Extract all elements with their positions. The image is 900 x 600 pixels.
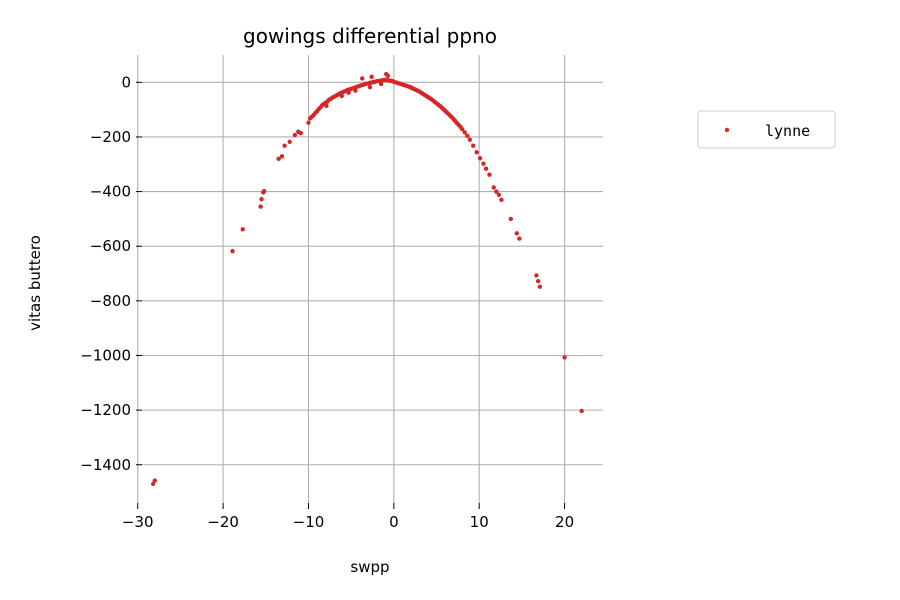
x-tick-label: 0 [389, 513, 399, 531]
y-tick-label: −1400 [80, 456, 131, 474]
data-point [459, 126, 465, 132]
scatter-points [150, 71, 584, 487]
data-point [477, 156, 483, 161]
legend-marker [724, 127, 730, 133]
legend: lynne [697, 110, 836, 149]
y-tick-label: 0 [121, 73, 131, 91]
y-tick-label: −400 [90, 183, 131, 201]
data-point [494, 189, 499, 194]
legend-box [697, 110, 836, 149]
data-point [499, 197, 504, 202]
y-tick-label: −1200 [80, 401, 131, 419]
x-axis-ticks: −30 −20 −10 0 10 20 [122, 503, 574, 531]
data-point [369, 74, 374, 80]
data-point [487, 172, 492, 177]
data-point [346, 90, 351, 95]
data-point [258, 204, 263, 209]
data-point [150, 481, 156, 487]
data-point [287, 139, 292, 145]
chart-title: gowings differential ppno [243, 24, 497, 48]
data-point [481, 161, 486, 166]
data-point [535, 278, 541, 284]
legend-label: lynne [765, 122, 810, 140]
data-point [508, 216, 513, 222]
data-point [491, 185, 496, 190]
data-point [385, 73, 391, 78]
data-point [562, 355, 567, 360]
x-axis-label: swpp [350, 558, 389, 576]
data-point [298, 130, 303, 136]
data-point [462, 130, 467, 135]
data-point [534, 273, 539, 278]
x-tick-label: −10 [293, 513, 325, 531]
x-tick-label: 10 [470, 513, 489, 531]
data-point [292, 132, 298, 138]
data-point [282, 143, 287, 148]
data-point [230, 248, 235, 254]
y-axis-ticks: 0 −200 −400 −600 −800 −1000 −1200 −1400 [80, 73, 142, 474]
data-point [152, 478, 158, 483]
data-point [367, 85, 373, 90]
data-point [579, 408, 584, 414]
y-tick-label: −800 [90, 292, 131, 310]
x-tick-label: −30 [122, 513, 154, 531]
data-point [306, 120, 311, 125]
data-point [378, 81, 384, 87]
data-point [259, 197, 264, 202]
y-tick-label: −600 [90, 237, 131, 255]
data-point [474, 150, 479, 155]
data-point [360, 76, 365, 81]
data-point [471, 143, 476, 148]
data-point [339, 93, 344, 99]
data-point [465, 133, 470, 139]
data-point [240, 227, 245, 232]
data-point [514, 231, 519, 236]
grid [137, 55, 603, 503]
data-point [517, 236, 522, 241]
data-point [324, 103, 329, 109]
data-point [276, 156, 281, 162]
data-point [537, 284, 543, 289]
y-tick-label: −1000 [80, 346, 131, 364]
y-tick-label: −200 [90, 128, 131, 146]
data-point [467, 137, 473, 142]
x-tick-label: −20 [207, 513, 239, 531]
y-axis-label: vitas buttero [26, 235, 44, 331]
data-point [279, 154, 285, 159]
data-point [353, 88, 358, 93]
data-point [261, 188, 267, 194]
data-point [483, 166, 489, 171]
x-tick-label: 20 [555, 513, 574, 531]
data-point [496, 192, 502, 198]
